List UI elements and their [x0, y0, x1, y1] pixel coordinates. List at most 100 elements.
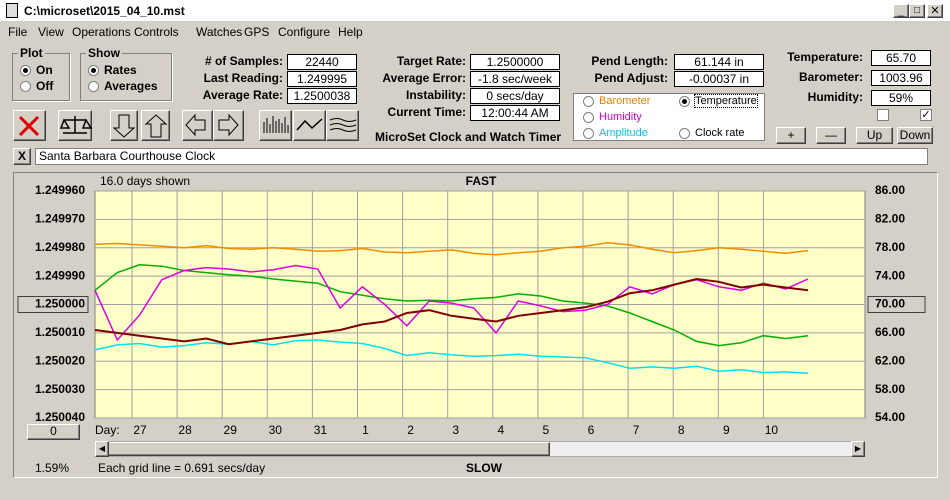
chart-footer: Each grid line = 0.691 secs/day — [98, 461, 265, 475]
axis-button[interactable] — [17, 296, 89, 313]
y-tick-label: 1.250010 — [35, 325, 85, 339]
radio-label: Clock rate — [695, 127, 745, 139]
y2-tick-label: 74.00 — [875, 268, 905, 282]
checkbox[interactable]: ✓ — [920, 109, 932, 121]
x-tick-label: 8 — [678, 423, 685, 437]
series-line — [94, 264, 809, 347]
y-tick-label: 1.249970 — [35, 212, 85, 226]
radio-label: Barometer — [599, 95, 651, 107]
menu-item[interactable]: View — [38, 25, 64, 39]
x-tick-label: 3 — [452, 423, 459, 437]
field-label: Average Error: — [382, 71, 466, 85]
window-title: C:\microset\2015_04_10.mst — [24, 4, 185, 18]
adjust-button[interactable]: Up — [856, 127, 893, 144]
radio-button[interactable] — [583, 128, 594, 139]
field-label: Average Rate: — [202, 88, 283, 102]
radio-label: Off — [36, 79, 54, 93]
field-value: 1003.96 — [871, 70, 931, 86]
x-tick-label: 9 — [723, 423, 730, 437]
menu-item[interactable]: Controls — [134, 25, 179, 39]
chart-status: 1.59% — [35, 461, 69, 475]
radio-button[interactable] — [88, 81, 99, 92]
menu-item[interactable]: Configure — [278, 25, 331, 39]
close-window-button[interactable]: ✕ — [927, 4, 943, 18]
y-tick-label: 1.249960 — [35, 183, 85, 197]
x-tick-label: 2 — [407, 423, 414, 437]
field-label: Pend Adjust: — [594, 71, 668, 85]
field-value: 1.2500038 — [287, 88, 357, 104]
chart-title: FAST — [466, 174, 497, 188]
x-tick-label: 1 — [362, 423, 369, 437]
adjust-button[interactable]: Down — [897, 127, 933, 144]
menu-item[interactable]: GPS — [244, 25, 270, 39]
plot-select-box — [573, 93, 765, 141]
y2-tick-label: 66.00 — [875, 325, 905, 339]
field-label: Humidity: — [807, 90, 863, 104]
checkbox[interactable] — [877, 109, 889, 121]
menu-item[interactable]: File — [8, 25, 28, 39]
field-value: 22440 — [287, 54, 357, 70]
radio-label: Temperature — [694, 94, 758, 108]
radio-label: Amplitude — [599, 127, 648, 139]
radio-button[interactable] — [20, 65, 31, 76]
chart-subtitle: 16.0 days shown — [100, 174, 190, 188]
x-axis-label: Day: — [95, 423, 120, 437]
axis-button[interactable] — [867, 296, 926, 313]
radio-button[interactable] — [583, 96, 594, 107]
field-label: Target Rate: — [396, 54, 466, 68]
field-value: 0 secs/day — [470, 88, 560, 104]
menu-item[interactable]: Help — [338, 25, 363, 39]
y-tick-label: 1.249980 — [35, 240, 85, 254]
close-button[interactable]: X — [13, 148, 31, 165]
adjust-button[interactable]: + — [776, 127, 806, 144]
caption: MicroSet Clock and Watch Timer — [375, 130, 562, 144]
x-tick-label: 6 — [588, 423, 595, 437]
field-label: Last Reading: — [203, 71, 283, 85]
field-label: Instability: — [405, 88, 466, 102]
field-value: 1.249995 — [287, 71, 357, 87]
x-tick-label: 31 — [314, 423, 328, 437]
x-tick-label: 5 — [543, 423, 550, 437]
field-value: 59% — [871, 90, 931, 106]
y-tick-label: 1.250040 — [35, 410, 85, 424]
radio-button[interactable] — [88, 65, 99, 76]
maximize-button[interactable]: □ — [909, 4, 925, 18]
group-title: Plot — [18, 46, 45, 60]
group-title: Show — [86, 46, 122, 60]
series-line — [94, 242, 809, 256]
field-label: Barometer: — [798, 70, 863, 84]
reset-button[interactable]: 0 — [27, 424, 80, 440]
radio-button[interactable] — [583, 112, 594, 123]
radio-label: Rates — [104, 63, 137, 77]
field-value: -0.00037 in — [674, 71, 764, 87]
description-field: Santa Barbara Courthouse Clock — [35, 148, 928, 165]
y2-tick-label: 78.00 — [875, 240, 905, 254]
radio-label: Humidity — [599, 111, 642, 123]
x-tick-label: 27 — [133, 423, 147, 437]
x-tick-label: 29 — [224, 423, 238, 437]
menu-bar: File View Operations Controls Watches GPS Conf… — [0, 24, 950, 41]
scroll-right[interactable]: ▶ — [851, 441, 865, 457]
y-tick-label: 1.250020 — [35, 353, 85, 367]
y-tick-label: 1.250030 — [35, 382, 85, 396]
menu-item[interactable]: Operations — [72, 25, 131, 39]
menu-item[interactable]: Watches — [196, 25, 243, 39]
series-line — [94, 277, 809, 346]
bottom-label: SLOW — [466, 461, 503, 475]
title-bar: C:\microset\2015_04_10.mst _ □ ✕ — [0, 0, 950, 22]
radio-button[interactable] — [20, 81, 31, 92]
radio-label: On — [36, 63, 53, 77]
adjust-button[interactable]: — — [816, 127, 846, 144]
radio-button[interactable] — [679, 96, 690, 107]
scroll-left[interactable]: ◀ — [95, 441, 109, 457]
y2-tick-label: 82.00 — [875, 212, 905, 226]
field-label: Pend Length: — [591, 54, 668, 68]
group-box — [80, 53, 172, 101]
minimize-button[interactable]: _ — [893, 4, 909, 18]
radio-button[interactable] — [679, 128, 690, 139]
y2-tick-label: 70.00 — [875, 297, 905, 311]
toolbar-button[interactable] — [182, 110, 213, 141]
y2-tick-label: 54.00 — [875, 410, 905, 424]
